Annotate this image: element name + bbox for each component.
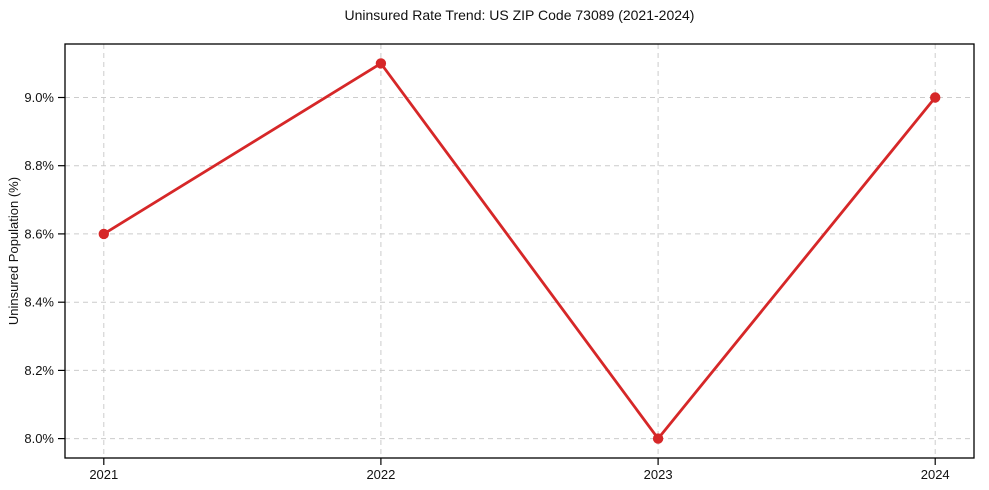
chart-title: Uninsured Rate Trend: US ZIP Code 73089 … [344, 7, 695, 23]
x-tick-label: 2022 [366, 467, 395, 482]
trend-line [102, 62, 937, 441]
y-tick-label: 8.0% [24, 431, 54, 446]
x-tick-label: 2024 [921, 467, 950, 482]
y-tick-label: 8.2% [24, 363, 54, 378]
x-tick-label: 2021 [89, 467, 118, 482]
data-point-2024 [930, 92, 941, 103]
y-tick-label: 8.4% [24, 295, 54, 310]
plot-border [64, 43, 975, 459]
y-tick-label: 8.6% [24, 226, 54, 241]
data-point-2021 [98, 228, 110, 240]
x-tick-label: 2023 [644, 467, 673, 482]
y-tick-label: 8.8% [24, 158, 54, 173]
data-point-2023 [652, 433, 664, 444]
y-tick-label: 9.0% [24, 90, 54, 105]
data-point-2022 [375, 58, 387, 69]
